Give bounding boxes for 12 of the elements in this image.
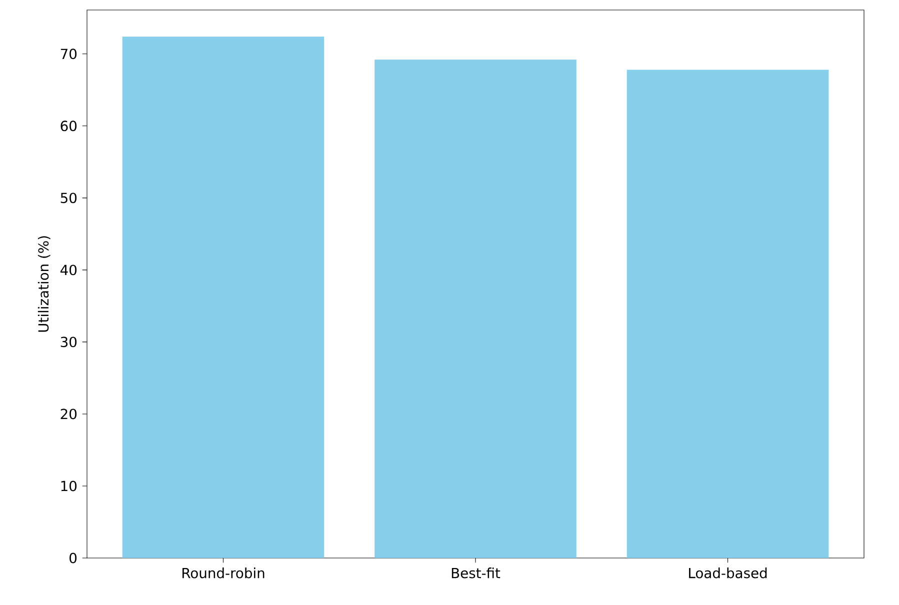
y-axis-title: Utilization (%) <box>38 236 50 332</box>
y-tick-label: 30 <box>60 336 77 348</box>
x-tick-label: Best-fit <box>452 568 500 578</box>
y-tick-label: 40 <box>60 264 77 276</box>
y-tick-label: 0 <box>70 552 77 564</box>
x-tick-label: Round-robin <box>182 568 264 578</box>
x-tick-label: Load-based <box>689 568 767 578</box>
y-tick-label: 50 <box>60 192 77 204</box>
y-tick-label: 10 <box>61 480 77 492</box>
y-tick-label: 20 <box>60 408 77 420</box>
y-tick-label: 60 <box>60 120 77 132</box>
y-tick-label: 70 <box>60 48 77 60</box>
